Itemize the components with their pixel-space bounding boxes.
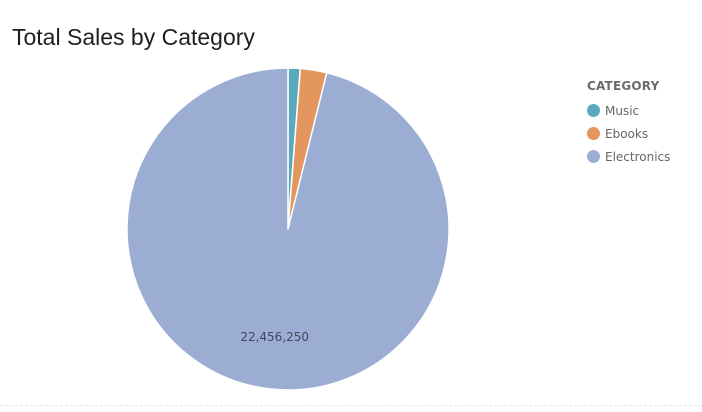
legend-item-music[interactable]: Music <box>587 99 670 122</box>
legend-label-ebooks: Ebooks <box>605 126 649 141</box>
legend-item-electronics[interactable]: Electronics <box>587 145 670 168</box>
legend-title: CATEGORY <box>587 79 660 93</box>
pie-slice-electronics[interactable] <box>126 67 450 391</box>
chart-title: Total Sales by Category <box>12 24 255 50</box>
legend-swatch-music <box>587 104 600 117</box>
legend-label-electronics: Electronics <box>605 149 671 164</box>
data-label-electronics: 22,456,250 <box>240 330 309 344</box>
legend: CATEGORY Music Ebooks Electronics <box>587 79 670 168</box>
legend-swatch-electronics <box>587 150 600 163</box>
legend-label-music: Music <box>605 103 640 118</box>
legend-swatch-ebooks <box>587 127 600 140</box>
chart-baseline <box>0 405 702 406</box>
legend-item-ebooks[interactable]: Ebooks <box>587 122 670 145</box>
